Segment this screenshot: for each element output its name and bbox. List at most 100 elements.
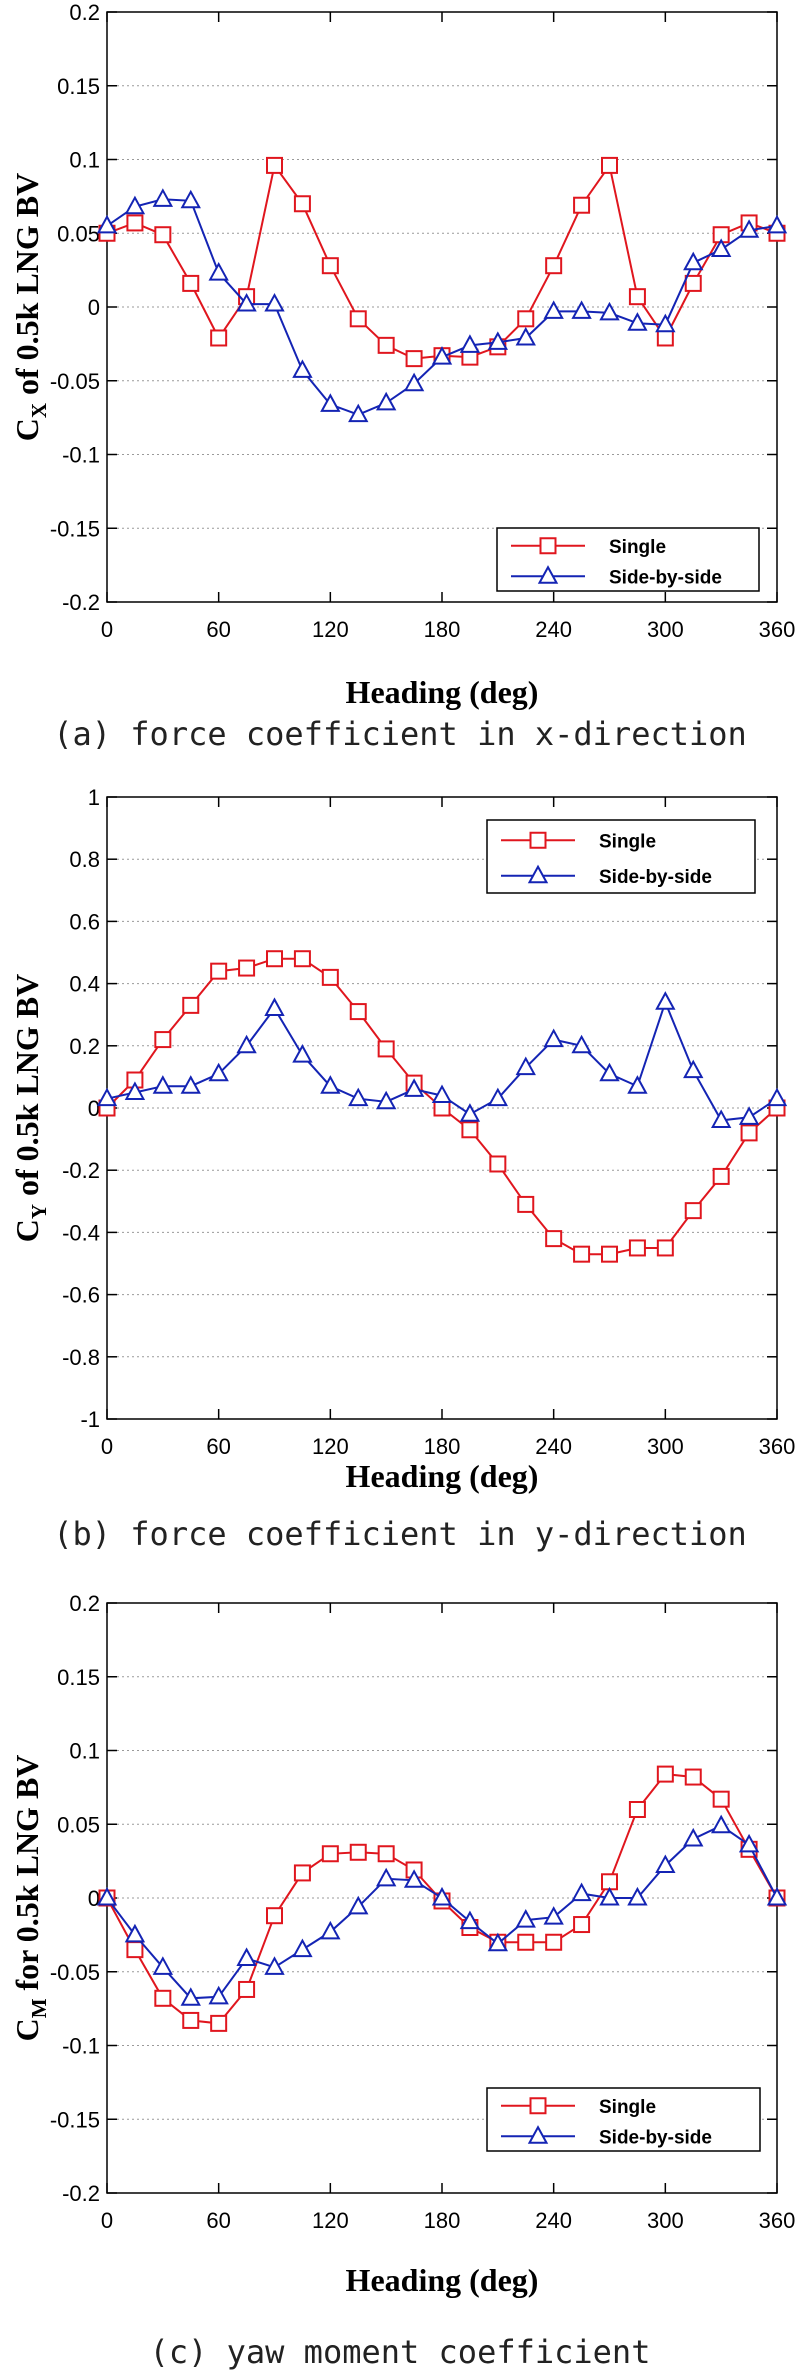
data-point <box>293 1864 311 1882</box>
data-point <box>543 1028 564 1048</box>
data-point <box>489 1155 507 1173</box>
legend-label: Side-by-side <box>599 2127 712 2148</box>
data-point <box>236 1947 257 1966</box>
plot-frame <box>106 11 778 603</box>
data-point <box>349 1003 367 1021</box>
figure-caption: (b) force coefficient in y-direction <box>53 1515 747 1553</box>
data-point <box>545 1230 563 1248</box>
series-line <box>106 162 778 360</box>
data-point <box>656 1765 674 1783</box>
x-tick-label: 120 <box>312 617 349 642</box>
series-single <box>98 950 786 1263</box>
data-point <box>545 1933 563 1951</box>
x-tick-label: 300 <box>647 2208 684 2233</box>
y-tick-label: -0.1 <box>62 443 100 468</box>
data-point <box>545 257 563 275</box>
x-tick-label: 240 <box>535 2208 572 2233</box>
y-tick-label: 0 <box>88 295 100 320</box>
data-point <box>236 1034 257 1054</box>
data-point <box>154 1031 172 1049</box>
data-point <box>236 292 257 312</box>
data-point <box>96 1087 118 1107</box>
data-point <box>403 1078 425 1097</box>
x-tick-label: 0 <box>101 617 113 642</box>
data-point <box>766 1087 788 1107</box>
x-tick-label: 300 <box>647 617 684 642</box>
legend-label: Side-by-side <box>609 567 722 588</box>
data-point <box>628 1239 646 1257</box>
legend-marker <box>539 537 557 555</box>
data-point <box>683 251 704 271</box>
data-point <box>487 331 509 350</box>
data-point <box>684 274 702 292</box>
x-tick-label: 120 <box>312 2208 349 2233</box>
y-tick-label: -0.15 <box>50 516 100 541</box>
y-tick-label: 0.15 <box>57 74 100 99</box>
y-axis-title: CX of 0.5k LNG BV <box>9 173 51 442</box>
data-point <box>599 301 620 321</box>
y-tick-label: -0.1 <box>62 2034 100 2059</box>
data-point <box>684 1202 702 1220</box>
data-point <box>403 1869 425 1888</box>
figure-caption: (a) force coefficient in x-direction <box>53 715 747 753</box>
data-point <box>321 257 339 275</box>
data-point <box>377 336 395 354</box>
data-point <box>517 1195 535 1213</box>
y-tick-label: 0.05 <box>57 1812 100 1837</box>
data-point <box>264 997 285 1016</box>
x-tick-label: 360 <box>759 2208 796 2233</box>
x-tick-label: 60 <box>206 1434 230 1459</box>
data-point <box>292 359 313 378</box>
y-tick-label: 0 <box>88 1096 100 1121</box>
y-tick-label: -0.05 <box>50 369 100 394</box>
legend-marker <box>527 2125 549 2144</box>
data-point <box>655 1854 676 1874</box>
data-point <box>152 1956 174 1975</box>
data-point <box>266 156 283 174</box>
y-tick-label: -0.4 <box>62 1220 100 1245</box>
data-point <box>375 1867 397 1887</box>
y-tick-label: 0.1 <box>69 1739 100 1764</box>
x-tick-label: 360 <box>759 1434 796 1459</box>
x-tick-label: 60 <box>206 617 230 642</box>
data-point <box>293 195 311 213</box>
data-point <box>292 1938 313 1958</box>
data-point <box>712 1790 730 1808</box>
data-point <box>182 274 200 292</box>
data-point <box>710 1109 732 1128</box>
data-point <box>573 196 591 214</box>
data-point <box>655 991 676 1010</box>
data-point <box>349 1843 367 1861</box>
y-tick-label: 0.8 <box>69 847 100 872</box>
data-point <box>321 968 339 986</box>
data-point <box>738 1106 760 1125</box>
x-tick-label: 0 <box>101 2208 113 2233</box>
series-side-by-side <box>96 188 788 423</box>
legend-label: Single <box>599 2097 656 2118</box>
data-point <box>461 1121 479 1139</box>
y-tick-label: 0.2 <box>69 1034 100 1059</box>
series-line <box>106 1824 778 2000</box>
data-point <box>321 1845 339 1863</box>
data-point <box>180 189 201 209</box>
data-point <box>627 1886 648 1906</box>
x-tick-label: 0 <box>101 1434 113 1459</box>
y-tick-label: 0 <box>88 1886 100 1911</box>
data-point <box>684 1768 702 1786</box>
data-point <box>210 329 228 347</box>
data-point <box>348 1895 369 1915</box>
x-tick-label: 360 <box>759 617 796 642</box>
y-tick-label: -0.2 <box>62 1158 100 1183</box>
chart-panel-3: -0.2 -0.15 -0.1 -0.05 0 0.05 0.1 0.15 0.2 0 60 120 1… <box>9 1591 795 2371</box>
data-point <box>573 1245 591 1263</box>
data-point <box>599 1886 620 1906</box>
data-point <box>683 1827 704 1847</box>
x-axis-title: Heading (deg) <box>346 674 539 710</box>
data-point <box>403 372 425 392</box>
data-point <box>154 1989 172 2007</box>
data-point <box>182 2011 200 2029</box>
series-side-by-side <box>96 991 788 1128</box>
data-point <box>124 1081 146 1100</box>
data-point <box>320 393 341 412</box>
legend-marker <box>529 2097 547 2115</box>
